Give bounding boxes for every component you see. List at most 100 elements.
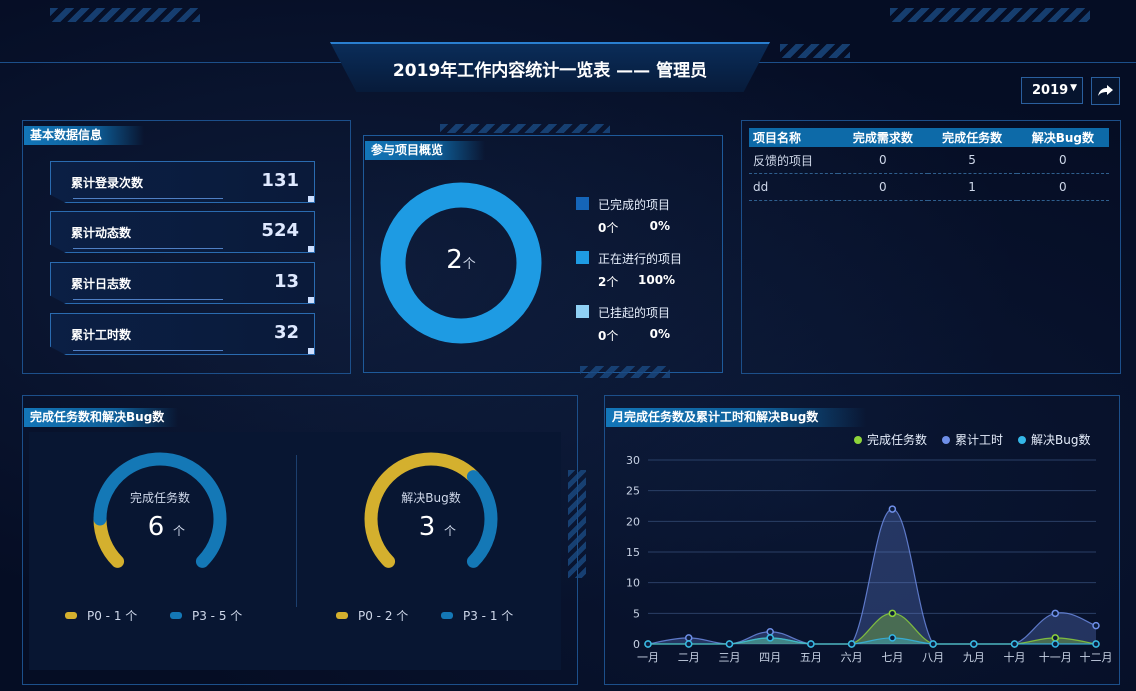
legend-label[interactable]: 解决Bug数: [1031, 432, 1090, 447]
data-point[interactable]: [1092, 640, 1100, 648]
data-point[interactable]: [888, 634, 897, 642]
x-tick-label: 十一月: [1039, 650, 1072, 664]
x-tick-label: 十月: [1004, 650, 1026, 664]
legend-swatch: [576, 251, 589, 264]
x-tick-label: 二月: [678, 651, 700, 664]
data-point[interactable]: [766, 627, 774, 636]
column-header: 完成需求数: [838, 128, 928, 147]
stat-label: 累计工时数: [71, 328, 132, 342]
monthly-chart-panel: 月完成任务数及累计工时和解决Bug数: [604, 395, 1120, 685]
data-point[interactable]: [888, 609, 897, 618]
legend-label[interactable]: 累计工时: [955, 433, 1003, 447]
data-point[interactable]: [1051, 634, 1060, 642]
table-header-row: 项目名称 完成需求数 完成任务数 解决Bug数: [749, 128, 1109, 147]
x-tick-label: 六月: [841, 651, 863, 664]
y-tick-label: 25: [626, 485, 640, 498]
stat-label: 累计登录次数: [71, 176, 144, 190]
gauge-legend-swatch: [65, 612, 77, 619]
column-header: 解决Bug数: [1016, 128, 1109, 147]
share-button[interactable]: [1091, 77, 1120, 105]
legend-percent: 0%: [649, 219, 670, 233]
year-select-value: 2019: [1032, 83, 1069, 98]
basic-data-title: 基本数据信息: [24, 126, 144, 145]
table-cell: 0: [1016, 173, 1109, 201]
series-area: [648, 509, 1096, 644]
gauge-segment: [93, 512, 125, 568]
chevron-down-icon: ▼: [1070, 83, 1077, 93]
legend-label[interactable]: 完成任务数: [867, 432, 927, 447]
legend-percent: 0%: [649, 327, 670, 341]
page-title: 2019年工作内容统计一览表 —— 管理员: [392, 61, 708, 81]
table-row[interactable]: 反馈的项目 0 5 0: [749, 147, 1109, 174]
legend-swatch: [576, 305, 589, 318]
data-point[interactable]: [644, 640, 652, 648]
stat-value: 131: [261, 170, 299, 191]
gauge-value: 6: [148, 512, 165, 542]
y-tick-label: 15: [626, 546, 640, 559]
data-point[interactable]: [684, 634, 693, 642]
stat-activity-count: 累计动态数 524: [50, 211, 315, 253]
y-tick-label: 20: [626, 515, 640, 528]
gauge-label: 解决Bug数: [401, 490, 460, 505]
table-cell: 反馈的项目: [749, 147, 839, 174]
x-tick-label: 四月: [759, 651, 781, 664]
data-point[interactable]: [766, 634, 774, 642]
year-select[interactable]: 2019 ▼: [1021, 77, 1083, 104]
y-tick-label: 10: [626, 577, 640, 590]
share-icon: [1098, 85, 1113, 96]
legend-label: 已挂起的项目: [598, 306, 671, 320]
table-cell: 0: [1016, 147, 1109, 174]
gauge-legend-label: P3 - 5 个: [192, 609, 242, 623]
gauge-legend-swatch: [441, 612, 453, 619]
gauge-segment: [466, 470, 498, 568]
header-decoration-right: [890, 8, 1090, 22]
legend-label: 已完成的项目: [598, 198, 671, 212]
x-tick-label: 九月: [963, 651, 985, 664]
y-tick-label: 30: [626, 454, 640, 467]
legend-swatch: [576, 197, 589, 210]
legend-count: 2个: [598, 275, 619, 289]
x-tick-label: 八月: [922, 651, 944, 664]
stat-value: 32: [273, 322, 299, 343]
data-point[interactable]: [929, 640, 937, 648]
monthly-chart: 0 5 10 15 20 25 30 一月 二月 三月 四月 五月 六月 七月 八月 九月 十月 十一月 十二月 完成…: [626, 432, 1113, 664]
gauge-legend-label: P0 - 1 个: [87, 609, 137, 623]
divider: [296, 455, 297, 607]
table-cell: 0: [838, 147, 928, 174]
gauge-segment: [93, 452, 227, 568]
data-point[interactable]: [1051, 609, 1060, 618]
panel-decoration: [568, 470, 586, 578]
gauge-legend-swatch: [336, 612, 348, 619]
panel-decoration: [440, 124, 610, 133]
basic-data-panel: 基本数据信息: [22, 120, 351, 374]
data-point[interactable]: [888, 505, 897, 513]
x-tick-label: 五月: [800, 651, 822, 664]
legend-marker: [942, 436, 950, 444]
data-point[interactable]: [807, 640, 815, 648]
panel-decoration: [580, 366, 670, 378]
data-point[interactable]: [725, 640, 734, 648]
legend-label: 正在进行的项目: [598, 252, 683, 266]
stat-log-count: 累计日志数 13: [50, 262, 315, 304]
y-tick-label: 0: [633, 638, 640, 651]
table-cell: 5: [927, 147, 1017, 174]
x-tick-label: 三月: [718, 651, 740, 664]
data-point[interactable]: [1092, 621, 1100, 630]
data-point[interactable]: [847, 640, 856, 648]
stat-hours-count: 累计工时数 32: [50, 313, 315, 355]
table-cell: dd: [749, 173, 839, 201]
monthly-chart-title: 月完成任务数及累计工时和解决Bug数: [606, 408, 866, 427]
table-row[interactable]: dd 0 1 0: [749, 173, 1109, 201]
column-header: 项目名称: [749, 128, 839, 147]
stat-label: 累计动态数: [71, 226, 132, 240]
legend-marker: [854, 436, 862, 444]
data-point[interactable]: [1051, 640, 1060, 648]
data-point[interactable]: [970, 640, 978, 648]
project-center-label: 2个: [420, 245, 502, 275]
gauge-value: 3: [419, 512, 436, 542]
data-point[interactable]: [684, 640, 693, 648]
data-point[interactable]: [1010, 640, 1019, 648]
table-cell: 1: [927, 173, 1017, 201]
project-table-panel: [741, 120, 1121, 374]
